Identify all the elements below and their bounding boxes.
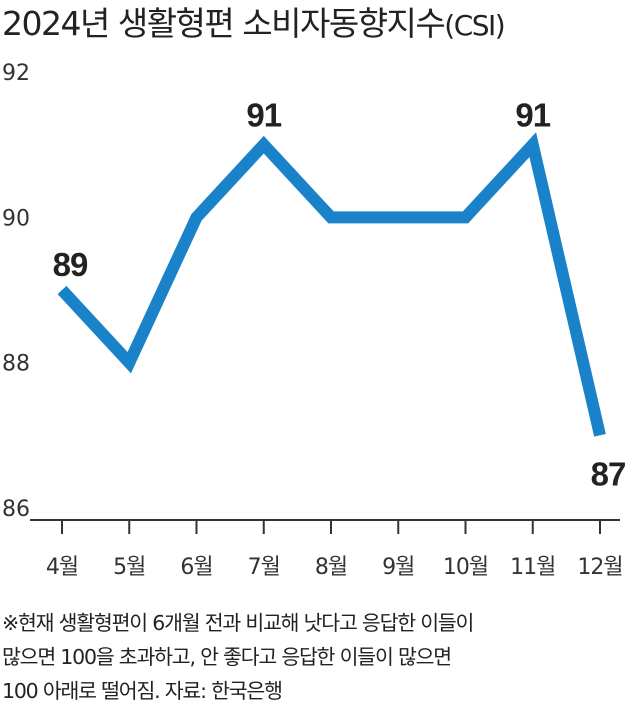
x-tick-label: 11월 bbox=[510, 555, 555, 580]
data-label: 89 bbox=[53, 246, 88, 283]
data-label: 91 bbox=[515, 97, 550, 134]
x-tick-label: 4월 bbox=[46, 555, 78, 580]
x-tick-label: 10월 bbox=[443, 555, 488, 580]
data-labels: 89 91 91 87 bbox=[53, 97, 627, 493]
data-label: 87 bbox=[591, 455, 626, 492]
y-tick-label: 90 bbox=[2, 206, 30, 231]
y-axis-ticks: 86 88 90 92 bbox=[2, 61, 30, 522]
x-axis-ticks: 4월 5월 6월 7월 8월 9월 10월 11월 12월 bbox=[46, 520, 624, 580]
x-tick-label: 8월 bbox=[315, 555, 347, 580]
footnote-line-3: 100 아래로 떨어짐. 자료: 한국은행 bbox=[2, 679, 283, 703]
footnote-line-1: ※현재 생활형편이 6개월 전과 비교해 낫다고 응답한 이들이 bbox=[2, 611, 474, 635]
footnote: ※현재 생활형편이 6개월 전과 비교해 낫다고 응답한 이들이 많으면 100… bbox=[2, 606, 638, 708]
y-tick-label: 88 bbox=[2, 352, 30, 377]
x-tick-label: 9월 bbox=[382, 555, 414, 580]
y-tick-label: 86 bbox=[2, 497, 30, 522]
x-tick-label: 6월 bbox=[180, 555, 212, 580]
footnote-line-2: 많으면 100을 초과하고, 안 좋다고 응답한 이들이 많으면 bbox=[2, 645, 452, 669]
y-tick-label: 92 bbox=[2, 61, 30, 86]
x-tick-label: 5월 bbox=[113, 555, 145, 580]
series-line bbox=[57, 132, 606, 437]
data-label: 91 bbox=[246, 97, 281, 134]
x-tick-label: 7월 bbox=[248, 555, 280, 580]
chart-title: 2024년 생활형편 소비자동향지수(CSI) bbox=[2, 2, 506, 48]
chart-title-suffix: (CSI) bbox=[444, 9, 505, 42]
line-chart: 86 88 90 92 4월 5월 6월 7월 8월 9월 10월 11월 12월 89 91 91 87 bbox=[2, 61, 627, 580]
chart-title-main: 2024년 생활형편 소비자동향지수 bbox=[2, 4, 446, 43]
x-tick-label: 12월 bbox=[577, 555, 622, 580]
